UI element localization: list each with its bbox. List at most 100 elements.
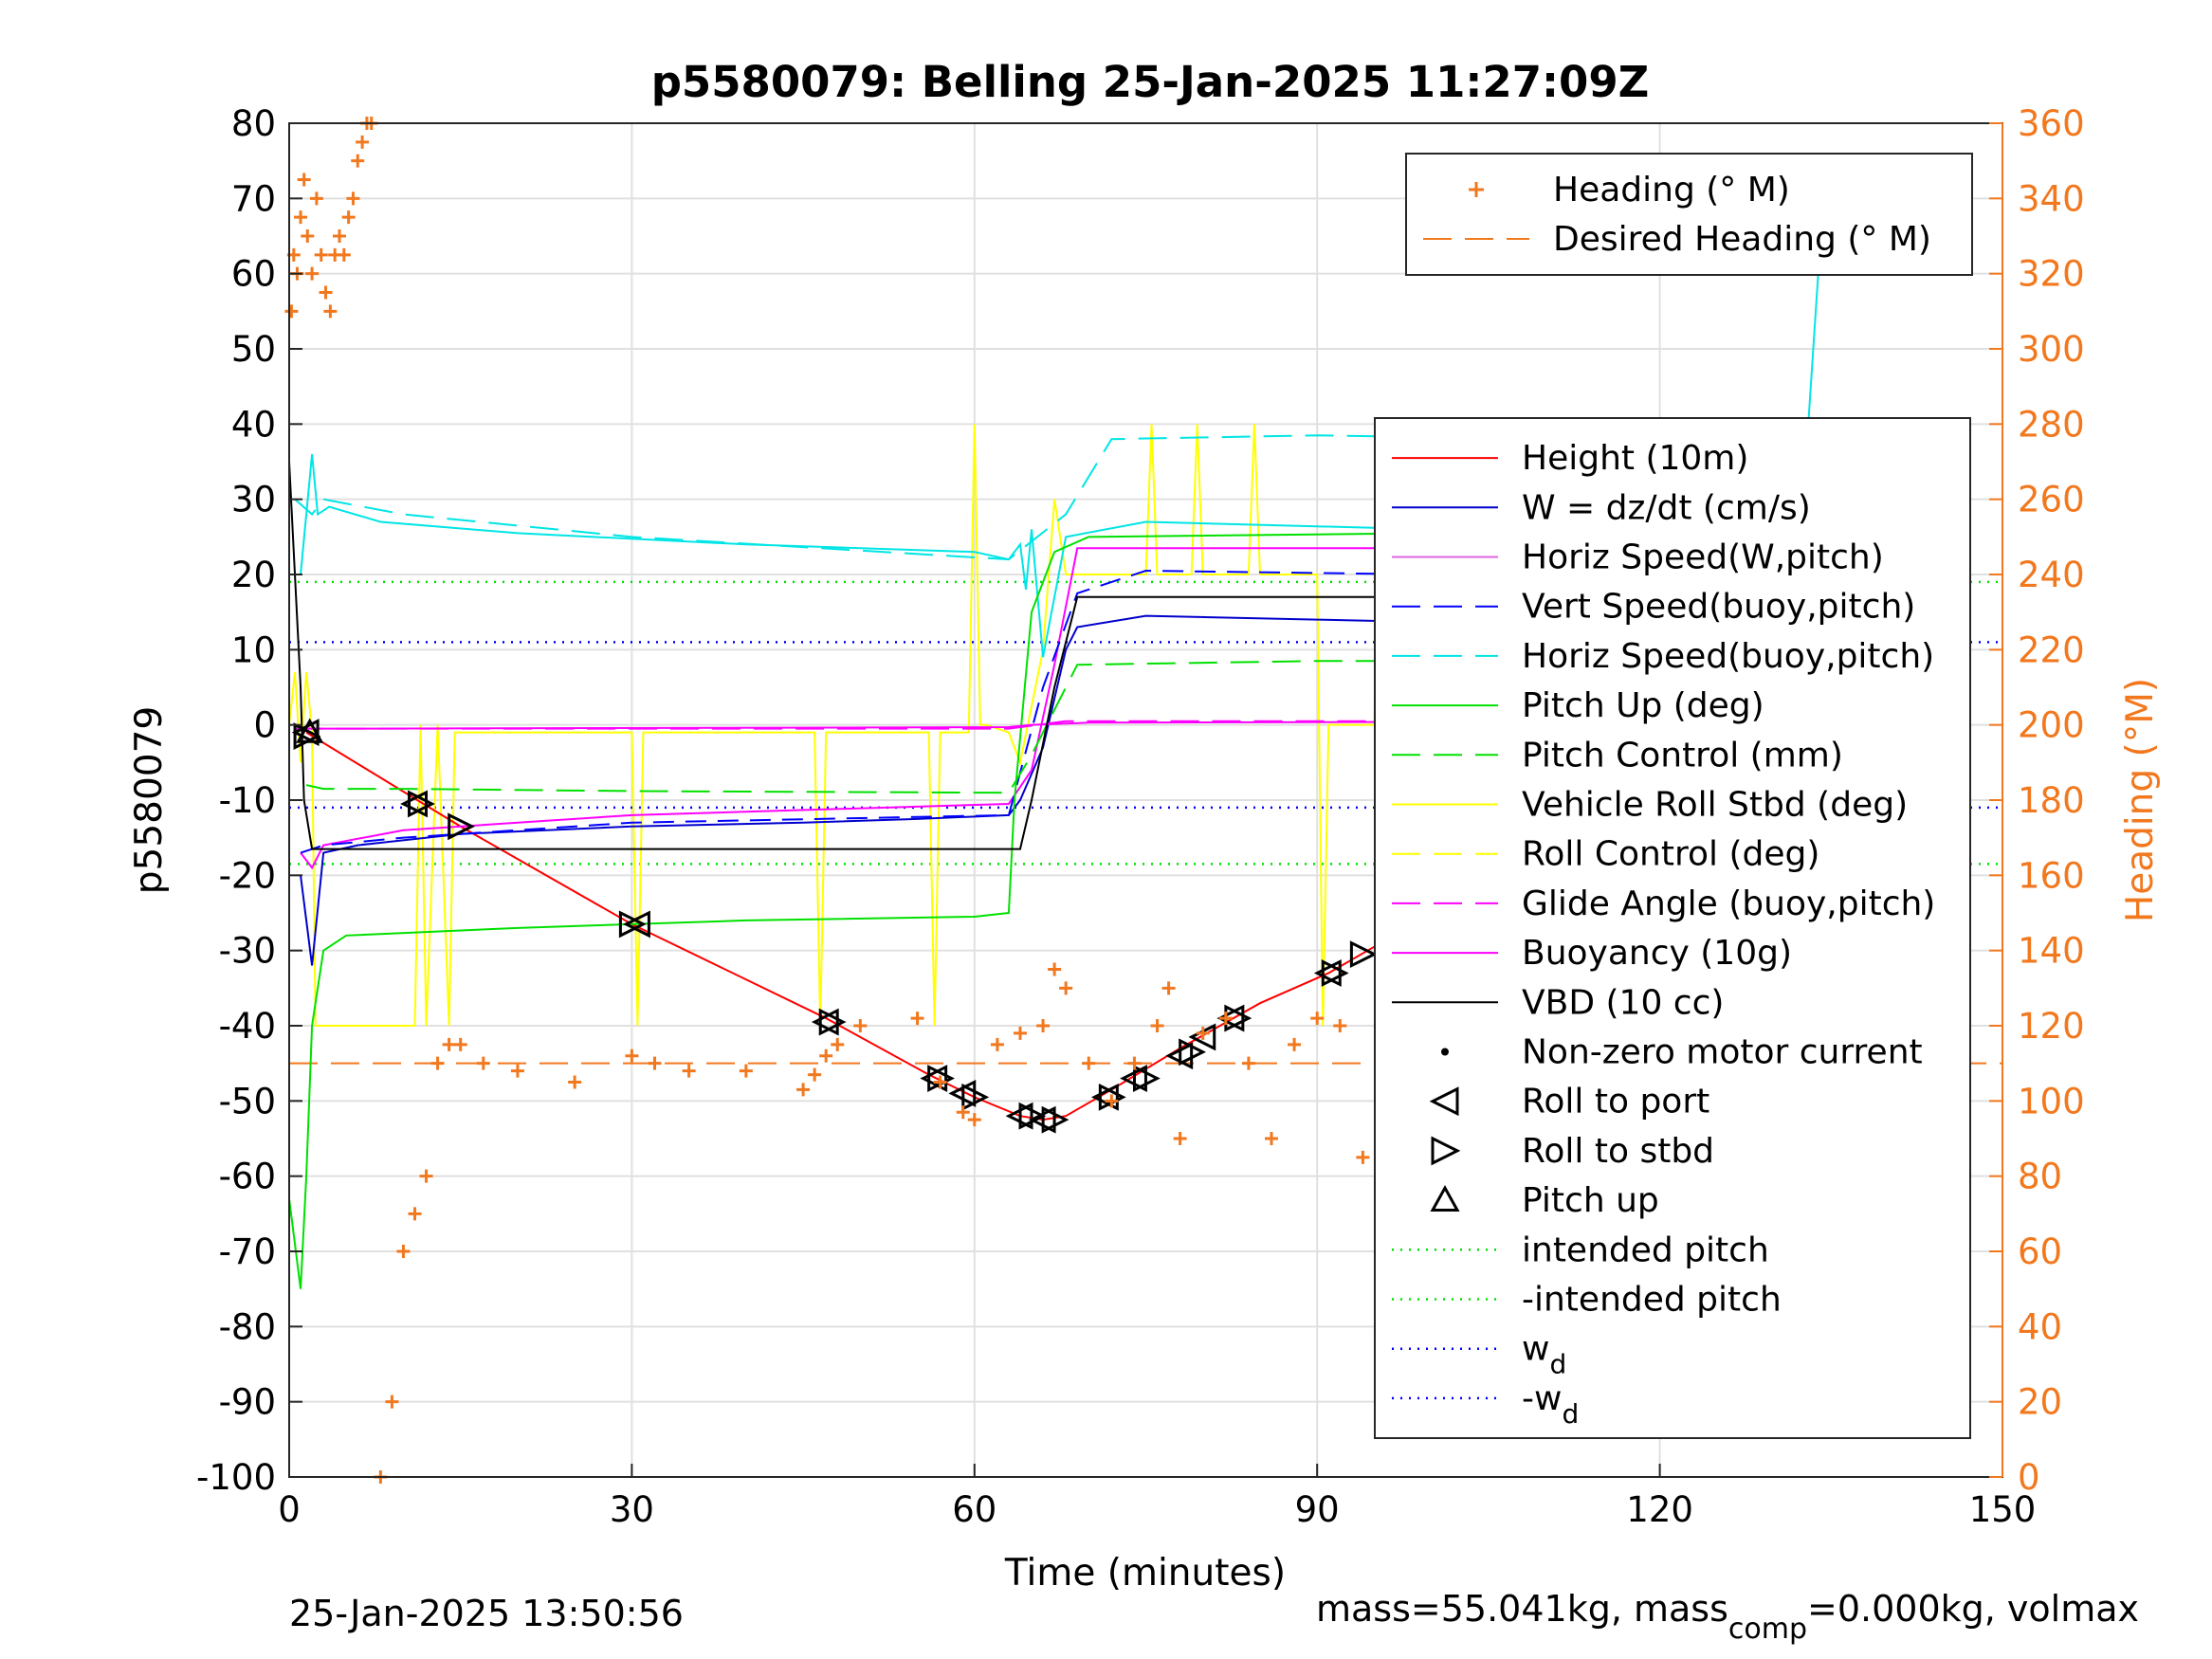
roll-to-stbd-marker	[1133, 1065, 1161, 1092]
y-right-tick-label: 340	[2018, 178, 2085, 219]
legend-label: Roll Control (deg)	[1522, 835, 1819, 874]
legend-label: Horiz Speed(W,pitch)	[1522, 538, 1884, 577]
heading-point	[309, 191, 323, 206]
heading-point	[819, 1048, 833, 1063]
heading-point	[682, 1064, 696, 1078]
roll-to-stbd-marker	[408, 790, 435, 818]
legend-label: Heading (° M)	[1553, 171, 1790, 210]
legend: Heading (° M) Desired Heading (° M)	[1405, 153, 1973, 276]
legend-label: Vert Speed(buoy,pitch)	[1522, 588, 1915, 627]
legend-label: VBD (10 cc)	[1522, 983, 1724, 1022]
heading-point	[648, 1056, 662, 1070]
heading-point	[808, 1067, 822, 1082]
roll-to-stbd-marker	[618, 910, 647, 939]
y-right-tick-label: 320	[2018, 254, 2085, 295]
x-tick-label: 60	[952, 1489, 996, 1530]
x-axis-label: Time (minutes)	[1004, 1552, 1286, 1595]
heading-point	[284, 304, 299, 319]
y-tick-label: -60	[219, 1157, 276, 1197]
heading-point	[301, 229, 315, 243]
y-tick-label: -10	[219, 780, 276, 821]
legend-swatch	[1469, 182, 1484, 197]
heading-point	[430, 1056, 445, 1070]
y-tick-label: -80	[219, 1306, 276, 1347]
heading-point	[510, 1064, 524, 1078]
heading-point	[1218, 1012, 1233, 1026]
y-tick-label: -90	[219, 1382, 276, 1423]
legend-label: Roll to port	[1522, 1083, 1709, 1121]
heading-point	[442, 1037, 456, 1051]
x-tick-label: 90	[1295, 1489, 1340, 1530]
y-tick-label: 20	[231, 555, 276, 595]
y-right-tick-label: 240	[2018, 555, 2085, 595]
heading-point	[333, 229, 347, 243]
y-tick-label: 50	[231, 329, 276, 370]
footer-timestamp: 25-Jan-2025 13:50:56	[289, 1593, 684, 1634]
roll-to-port-marker	[920, 1065, 948, 1092]
heading-point	[967, 1113, 981, 1127]
y-right-tick-label: 80	[2018, 1157, 2062, 1197]
roll-to-port-marker	[811, 1008, 839, 1036]
y-tick-label: 30	[231, 480, 276, 520]
heading-point	[419, 1169, 433, 1183]
heading-point	[385, 1395, 399, 1409]
roll-to-port-marker	[1216, 1004, 1245, 1032]
legend-label: Pitch Control (mm)	[1522, 736, 1843, 775]
heading-point	[297, 173, 311, 187]
heading-point	[1036, 1019, 1051, 1032]
legend: Height (10m) W = dz/dt (cm/s) Horiz Speed(…	[1374, 417, 1971, 1439]
y-right-tick-label: 280	[2018, 404, 2085, 445]
heading-point	[796, 1083, 811, 1097]
y-tick-label: -100	[196, 1457, 276, 1498]
x-tick-label: 120	[1626, 1489, 1693, 1530]
x-tick-label: 150	[1969, 1489, 2037, 1530]
legend-label: Horiz Speed(buoy,pitch)	[1522, 637, 1934, 676]
x-tick-label: 30	[610, 1489, 654, 1530]
heading-point	[933, 1075, 947, 1089]
footer-mass-info: mass=55.041kg, masscomp=0.000kg, volmax	[1316, 1588, 2139, 1646]
heading-point	[351, 154, 365, 168]
roll-to-stbd-marker	[1179, 1038, 1207, 1066]
series-line	[294, 434, 1820, 561]
y-right-tick-label: 160	[2018, 855, 2085, 896]
heading-point	[341, 210, 356, 225]
y-tick-label: 70	[231, 178, 276, 219]
y-right-tick-label: 120	[2018, 1006, 2085, 1047]
heading-point	[910, 1012, 924, 1026]
heading-point	[1333, 1019, 1347, 1032]
heading-point	[568, 1075, 582, 1089]
legend-label: Pitch up	[1522, 1181, 1659, 1220]
heading-point	[990, 1037, 1004, 1051]
y-tick-label: -70	[219, 1231, 276, 1272]
legend-box	[1405, 153, 1973, 276]
heading-point	[1048, 962, 1062, 976]
y-tick-label: -30	[219, 931, 276, 972]
legend-label: Non-zero motor current	[1522, 1033, 1923, 1072]
legend-swatch	[1441, 1048, 1449, 1056]
roll-to-stbd-marker	[1321, 959, 1349, 987]
y-right-tick-label: 20	[2018, 1382, 2062, 1423]
roll-to-stbd-marker	[1349, 940, 1378, 969]
heading-point	[356, 135, 370, 149]
roll-to-port-marker	[1090, 1083, 1119, 1111]
x-tick-label: 0	[278, 1489, 301, 1530]
heading-point	[1013, 1026, 1027, 1040]
legend-label: Height (10m)	[1522, 439, 1748, 478]
legend-label: W = dz/dt (cm/s)	[1522, 488, 1811, 527]
heading-point	[1059, 981, 1073, 995]
heading-point	[1082, 1056, 1096, 1070]
heading-point	[1310, 1012, 1325, 1026]
roll-to-stbd-marker	[961, 1083, 990, 1111]
heading-point	[396, 1245, 411, 1258]
heading-point	[1241, 1056, 1255, 1070]
legend-swatch	[1430, 1185, 1460, 1212]
heading-point	[1288, 1037, 1302, 1051]
heading-point	[625, 1048, 639, 1063]
roll-to-port-marker	[623, 910, 650, 939]
y-right-tick-label: 140	[2018, 931, 2085, 972]
heading-point	[1356, 1150, 1370, 1164]
y-right-tick-label: 360	[2018, 103, 2085, 144]
y-right-tick-label: 300	[2018, 329, 2085, 370]
legend-label: intended pitch	[1522, 1231, 1769, 1269]
